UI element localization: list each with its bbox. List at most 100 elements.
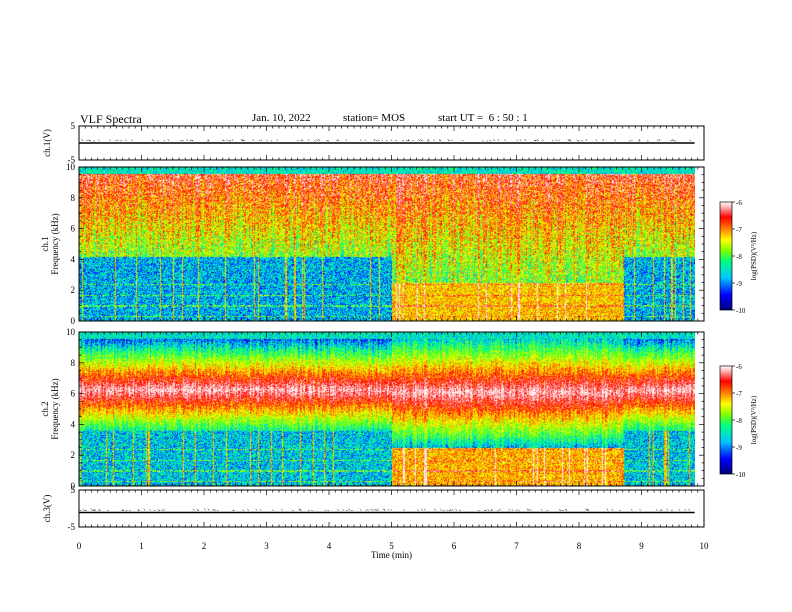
colorbar-label: log(PSD)(V²/Hz): [750, 395, 758, 444]
waveform-noise: [672, 139, 674, 142]
waveform-noise: [412, 139, 414, 142]
waveform-noise: [370, 508, 373, 511]
start-ut-label: start UT = 6 : 50 : 1: [438, 112, 528, 124]
waveform-noise: [125, 139, 127, 142]
waveform-noise: [342, 509, 345, 511]
waveform-noise: [359, 139, 362, 142]
colorbar-2: [719, 365, 733, 475]
y-axis-label-ch3: ch.3(V): [42, 495, 52, 523]
waveform-noise: [461, 139, 464, 142]
waveform-noise: [504, 139, 507, 142]
panel-frame-4: [78, 489, 705, 528]
colorbar-tick-label: -8: [736, 253, 742, 261]
waveform-noise: [204, 508, 206, 511]
waveform-noise: [455, 508, 458, 511]
y-axis-label-frequency: Frequency (kHz): [50, 378, 60, 439]
x-tick-label: 3: [264, 541, 269, 551]
waveform-noise: [449, 509, 452, 511]
waveform-noise: [655, 509, 658, 511]
waveform-noise: [535, 139, 538, 142]
colorbar-label: log(PSD)(V²/Hz): [750, 231, 758, 280]
y-axis-label-channel: ch.1: [40, 236, 50, 251]
waveform-noise: [163, 508, 166, 511]
waveform-noise: [137, 509, 140, 511]
y-tick-label: 4: [71, 254, 76, 264]
y-axis-label-ch1: ch.1(V): [42, 129, 52, 157]
date-label: Jan. 10, 2022: [252, 112, 311, 124]
waveform-noise: [231, 139, 234, 142]
waveform-noise: [97, 139, 100, 142]
x-tick-label: 2: [202, 541, 207, 551]
waveform-noise: [487, 509, 490, 511]
waveform-noise: [311, 509, 313, 511]
waveform-noise: [407, 140, 410, 142]
waveform-noise: [225, 139, 228, 142]
waveform-noise: [585, 138, 588, 142]
waveform-noise: [299, 508, 302, 511]
waveform-noise: [511, 509, 514, 511]
waveform-noise: [555, 139, 558, 142]
waveform-noise: [390, 508, 393, 511]
waveform-noise: [433, 139, 436, 142]
waveform-noise: [373, 138, 376, 142]
waveform-noise: [93, 508, 96, 511]
waveform-noise: [382, 508, 385, 511]
station-label: station= MOS: [343, 112, 406, 124]
waveform-noise: [272, 509, 274, 511]
colorbar-tick-label: -6: [736, 199, 742, 207]
waveform-noise: [569, 138, 572, 142]
waveform-noise: [89, 140, 91, 142]
waveform-noise: [186, 139, 189, 142]
waveform-noise: [451, 509, 454, 511]
x-tick-label: 10: [700, 541, 710, 551]
waveform-noise: [446, 509, 449, 511]
waveform-noise: [516, 139, 519, 142]
waveform-noise: [684, 509, 687, 511]
y-tick-label: 6: [71, 389, 76, 399]
waveform-noise: [301, 139, 304, 142]
waveform-noise: [240, 139, 243, 142]
waveform-noise: [377, 140, 380, 142]
waveform-noise: [558, 139, 560, 142]
waveform-noise: [151, 139, 154, 142]
y-tick-label: 8: [71, 193, 76, 203]
waveform-noise: [255, 508, 258, 511]
waveform-noise: [534, 140, 537, 142]
waveform-noise: [316, 139, 319, 142]
y-tick-label: 2: [71, 450, 76, 460]
waveform-noise: [515, 509, 518, 511]
y-tick-label: -5: [68, 522, 76, 532]
waveform-noise: [212, 509, 215, 511]
waveform-noise: [427, 139, 430, 142]
waveform-noise: [324, 509, 327, 511]
waveform-noise: [374, 509, 377, 511]
waveform-noise: [405, 139, 408, 142]
waveform-noise: [395, 140, 398, 142]
waveform-noise: [109, 139, 111, 142]
waveform-noise: [348, 508, 351, 511]
waveform-noise: [587, 508, 590, 511]
waveform-noise: [161, 509, 164, 511]
waveform-noise: [143, 508, 146, 511]
waveform-noise: [276, 139, 279, 142]
waveform-noise: [260, 139, 263, 142]
waveform-noise: [247, 509, 250, 511]
waveform-noise: [192, 508, 195, 511]
x-tick-label: 7: [514, 541, 519, 551]
waveform-noise: [614, 139, 617, 142]
x-tick-label: 9: [639, 541, 644, 551]
waveform-noise: [99, 508, 101, 511]
waveform-noise: [232, 509, 235, 511]
waveform-noise: [639, 508, 641, 511]
waveform-noise: [296, 139, 299, 142]
waveform-noise: [586, 509, 589, 511]
waveform-noise: [536, 138, 539, 142]
waveform-noise: [221, 139, 224, 142]
colorbar-tick-label: -6: [736, 363, 742, 371]
waveform-noise: [181, 140, 184, 142]
waveform-noise: [243, 140, 246, 142]
waveform-noise: [417, 139, 420, 142]
waveform-noise: [372, 509, 375, 511]
waveform-noise: [375, 139, 378, 142]
